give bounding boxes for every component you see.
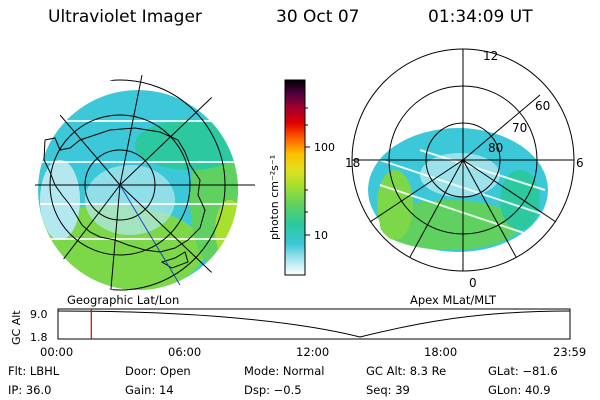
sun-direction-line [119, 184, 181, 286]
x-tick-0000: 00:00 [40, 345, 73, 359]
uv-emission-oval-right [368, 128, 548, 252]
geographic-map-panel [35, 75, 255, 295]
colorbar [284, 79, 310, 276]
mlat-label-80: 80 [488, 141, 503, 155]
x-tick-0600: 06:00 [168, 345, 201, 359]
instrument-title: Ultraviolet Imager [48, 7, 202, 27]
mlat-label-60: 60 [535, 99, 550, 113]
left-panel-caption: Geographic Lat/Lon [67, 293, 179, 307]
x-tick-1200: 12:00 [296, 345, 329, 359]
colorbar-tick-100: 100 [314, 141, 335, 154]
colorbar-unit-label: photon cm⁻²s⁻¹ [268, 155, 281, 240]
info-gain: Gain: 14 [125, 383, 174, 397]
right-panel-caption: Apex MLat/MLT [410, 293, 497, 307]
info-door: Door: Open [125, 364, 191, 378]
info-glon: GLon: 40.9 [488, 383, 551, 397]
mlat-label-70: 70 [512, 121, 527, 135]
info-seq: Seq: 39 [366, 383, 410, 397]
x-tick-2359: 23:59 [553, 345, 586, 359]
colorbar-tick-10: 10 [314, 229, 328, 242]
altitude-ymin: 1.8 [30, 331, 48, 344]
altitude-plot [57, 308, 571, 340]
date-label: 30 Oct 07 [276, 7, 360, 27]
info-dsp: Dsp: −0.5 [244, 383, 302, 397]
time-label: 01:34:09 UT [428, 7, 533, 27]
mlt-label-6: 6 [576, 156, 584, 170]
info-filter: Flt: LBHL [8, 364, 60, 378]
mlt-label-18: 18 [345, 156, 360, 170]
altitude-ymax: 9.0 [30, 308, 48, 321]
magnetic-map-panel [351, 48, 575, 272]
altitude-ylabel: GC Alt [10, 310, 23, 345]
info-gc-alt: GC Alt: 8.3 Re [366, 364, 446, 378]
x-tick-1800: 18:00 [424, 345, 457, 359]
altitude-curve [57, 310, 571, 338]
mlt-label-0: 0 [469, 276, 477, 290]
info-mode: Mode: Normal [244, 364, 324, 378]
mlt-label-12: 12 [483, 49, 498, 63]
info-ip: IP: 36.0 [8, 383, 51, 397]
info-glat: GLat: −81.6 [488, 364, 558, 378]
